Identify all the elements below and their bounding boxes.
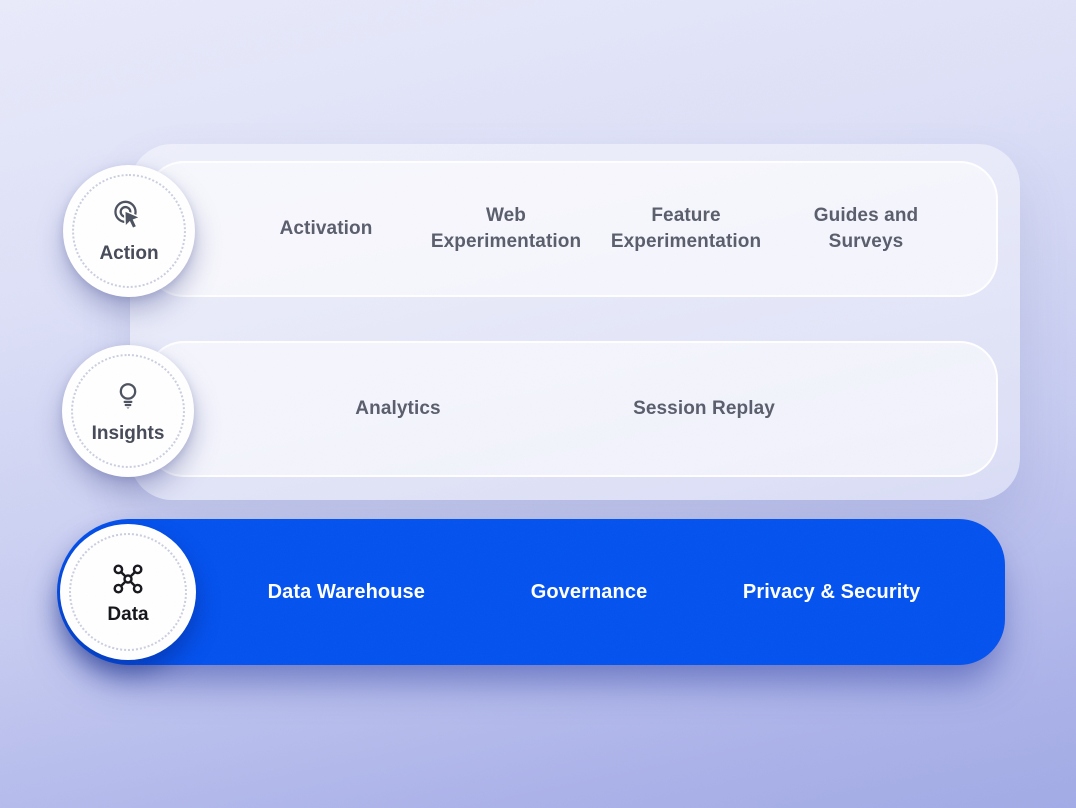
network-nodes-icon (107, 558, 149, 600)
data-products-row-highlighted: Data Warehouse Governance Privacy & Secu… (57, 519, 1005, 665)
product-item-privacy-security[interactable]: Privacy & Security (742, 580, 921, 603)
insights-category-badge[interactable]: Insights (62, 345, 194, 477)
action-category-label: Action (99, 243, 159, 264)
cursor-click-icon (108, 197, 150, 239)
product-item-session-replay[interactable]: Session Replay (633, 398, 775, 420)
insights-products-list: Analytics Session Replay (148, 343, 996, 475)
lightbulb-icon (107, 377, 149, 419)
product-item-analytics[interactable]: Analytics (355, 398, 441, 420)
product-item-web-experimentation[interactable]: Web Experimentation (430, 205, 582, 252)
action-products-list: Activation Web Experimentation Feature E… (148, 163, 996, 295)
action-category-badge[interactable]: Action (63, 165, 195, 297)
product-item-feature-experimentation[interactable]: Feature Experimentation (610, 205, 762, 252)
data-products-list: Data Warehouse Governance Privacy & Secu… (57, 519, 1005, 665)
product-item-activation[interactable]: Activation (279, 218, 373, 240)
product-item-data-warehouse[interactable]: Data Warehouse (267, 580, 426, 603)
insights-category-label: Insights (91, 423, 165, 444)
product-item-governance[interactable]: Governance (530, 580, 648, 603)
action-products-row: Activation Web Experimentation Feature E… (146, 161, 998, 297)
data-category-label: Data (107, 604, 149, 625)
insights-products-row: Analytics Session Replay (146, 341, 998, 477)
product-item-guides-and-surveys[interactable]: Guides and Surveys (813, 205, 919, 252)
data-category-badge[interactable]: Data (60, 524, 196, 660)
